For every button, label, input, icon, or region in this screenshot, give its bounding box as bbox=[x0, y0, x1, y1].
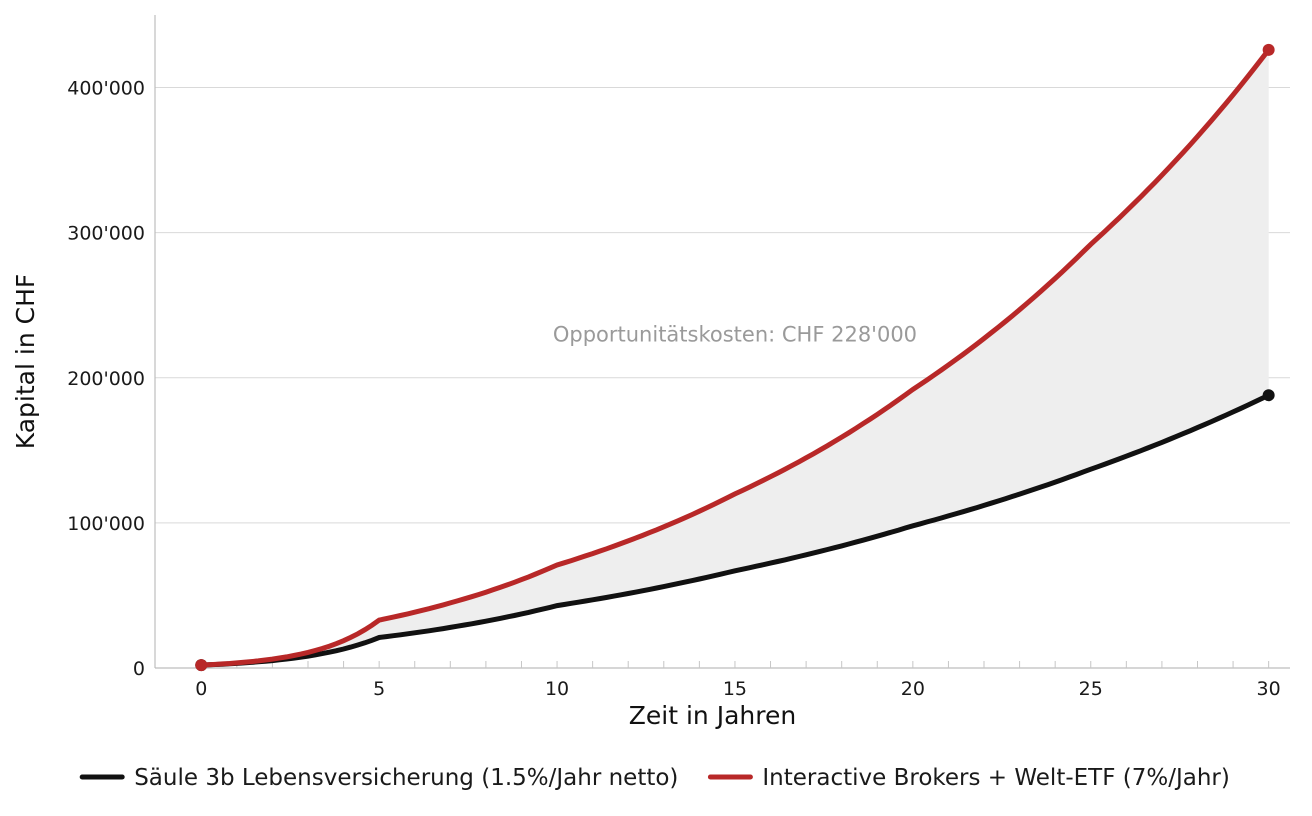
y-tick-label: 100'000 bbox=[67, 513, 145, 535]
x-tick-label: 10 bbox=[545, 678, 569, 700]
legend-label: Interactive Brokers + Welt-ETF (7%/Jahr) bbox=[762, 765, 1229, 791]
series-end-point-0 bbox=[1262, 389, 1275, 402]
fill-between-area bbox=[201, 49, 1269, 666]
x-tick-label: 20 bbox=[901, 678, 925, 700]
fill-layer bbox=[201, 49, 1269, 666]
x-axis-title: Zeit in Jahren bbox=[629, 701, 796, 730]
axis-layer bbox=[154, 15, 1290, 669]
annotation-label: Opportunitätskosten: CHF 228'000 bbox=[553, 323, 917, 347]
legend: Säule 3b Lebensversicherung (1.5%/Jahr n… bbox=[79, 765, 1230, 791]
y-axis-title: Kapital in CHF bbox=[11, 274, 40, 449]
series-layer bbox=[195, 43, 1275, 672]
legend-item-0: Säule 3b Lebensversicherung (1.5%/Jahr n… bbox=[79, 765, 678, 791]
y-tick-label: 300'000 bbox=[67, 223, 145, 245]
series-line-1 bbox=[198, 47, 1272, 668]
x-tick-label: 30 bbox=[1257, 678, 1281, 700]
x-tick-label: 5 bbox=[373, 678, 385, 700]
x-tick-label: 0 bbox=[195, 678, 207, 700]
y-tick-label: 200'000 bbox=[67, 368, 145, 390]
x-tick-label: 15 bbox=[723, 678, 747, 700]
series-start-point-1 bbox=[195, 659, 208, 672]
y-tick-label: 400'000 bbox=[67, 78, 145, 100]
label-layer: 0 100'000 200'000 300'000 400'000 0 5 10 15 20 25 3… bbox=[11, 78, 1281, 730]
y-tick-label: 0 bbox=[133, 658, 145, 680]
x-tick-label: 25 bbox=[1079, 678, 1103, 700]
series-line-0 bbox=[198, 392, 1272, 668]
legend-item-1: Interactive Brokers + Welt-ETF (7%/Jahr) bbox=[707, 765, 1230, 791]
series-end-point-1 bbox=[1262, 43, 1275, 56]
legend-label: Säule 3b Lebensversicherung (1.5%/Jahr n… bbox=[134, 765, 678, 791]
